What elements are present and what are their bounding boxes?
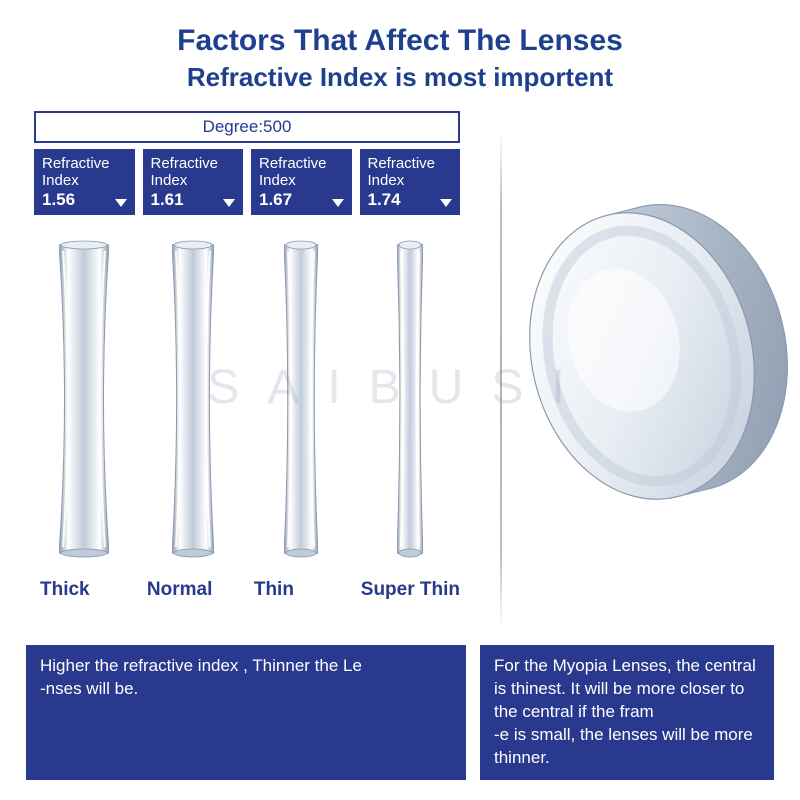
- thickness-label: Normal: [141, 579, 240, 601]
- index-label: RefractiveIndex: [151, 155, 219, 189]
- index-label: RefractiveIndex: [368, 155, 436, 189]
- refractive-index-box: RefractiveIndex 1.56: [34, 149, 135, 215]
- index-label: RefractiveIndex: [259, 155, 327, 189]
- lens-illustration-panel: [512, 111, 800, 671]
- index-value: 1.67: [259, 190, 292, 209]
- refractive-index-box: RefractiveIndex 1.61: [143, 149, 244, 215]
- vertical-divider: [500, 131, 502, 631]
- chevron-down-icon: [115, 199, 127, 207]
- degree-label: Degree:500: [34, 111, 460, 143]
- refractive-index-box: RefractiveIndex 1.67: [251, 149, 352, 215]
- index-label: RefractiveIndex: [42, 155, 110, 189]
- index-value: 1.61: [151, 190, 184, 209]
- page-subtitle: Refractive Index is most importent: [0, 62, 800, 93]
- chevron-down-icon: [332, 199, 344, 207]
- thickness-label: Super Thin: [355, 579, 460, 601]
- refractive-index-box: RefractiveIndex 1.74: [360, 149, 461, 215]
- chevron-down-icon: [440, 199, 452, 207]
- comparison-panel: Degree:500 RefractiveIndex 1.56 Refracti…: [0, 111, 490, 671]
- index-value: 1.74: [368, 190, 401, 209]
- lens-profile: [34, 229, 135, 569]
- page-title: Factors That Affect The Lenses: [0, 24, 800, 58]
- lens-profile: [251, 229, 352, 569]
- thickness-label: Thin: [248, 579, 347, 601]
- footer-note-left: Higher the refractive index , Thinner th…: [26, 645, 466, 780]
- lens-3d-illustration: [522, 201, 796, 516]
- lens-profile: [143, 229, 244, 569]
- index-value: 1.56: [42, 190, 75, 209]
- footer-note-right: For the Myopia Lenses, the central is th…: [480, 645, 774, 780]
- thickness-label: Thick: [34, 579, 133, 601]
- chevron-down-icon: [223, 199, 235, 207]
- lens-profile: [360, 229, 461, 569]
